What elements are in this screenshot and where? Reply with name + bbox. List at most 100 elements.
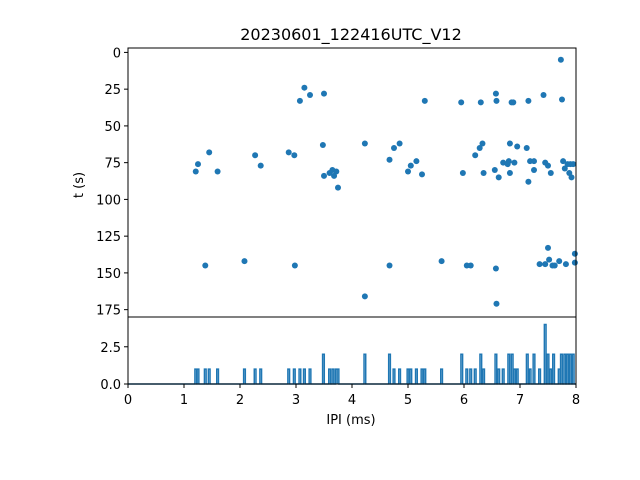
scatter-point	[241, 258, 248, 265]
scatter-point	[547, 169, 554, 176]
scatter-point	[492, 265, 499, 272]
y-axis-label: t (s)	[72, 172, 87, 198]
scatter-point	[391, 144, 397, 151]
scatter-frame	[127, 47, 577, 318]
scatter-point	[531, 167, 537, 174]
scatter-point	[214, 168, 221, 175]
y-tick-label: 0.0	[100, 378, 121, 393]
x-tick-label: 7	[516, 393, 524, 408]
scatter-point	[531, 158, 537, 165]
scatter-point	[514, 143, 521, 150]
y-tick-label: 0	[113, 46, 121, 61]
scatter-point	[536, 261, 543, 268]
scatter-point	[480, 169, 487, 176]
scatter-point	[285, 149, 292, 156]
scatter-point	[396, 140, 403, 147]
scatter-point	[192, 168, 199, 175]
scatter-point	[407, 162, 414, 169]
scatter-point	[495, 174, 502, 181]
x-axis-label: IPI (ms)	[326, 413, 375, 428]
scatter-point	[459, 169, 466, 176]
scatter-point	[307, 92, 313, 99]
x-tick-label: 5	[404, 393, 412, 408]
scatter-point	[472, 152, 479, 159]
scatter-point	[438, 258, 445, 265]
scatter-point	[206, 149, 213, 156]
scatter-point	[546, 256, 553, 263]
scatter-point	[361, 140, 368, 147]
histogram-line	[128, 323, 576, 385]
scatter-point	[568, 174, 575, 181]
scatter-point	[413, 158, 420, 165]
y-tick-label: 2.5	[100, 341, 121, 356]
x-tick-label: 8	[572, 393, 580, 408]
scatter-point	[542, 261, 549, 268]
scatter-point	[361, 293, 368, 300]
scatter-point	[545, 162, 551, 169]
scatter-point	[492, 90, 499, 97]
scatter-point	[202, 262, 209, 269]
scatter-point	[506, 169, 513, 176]
scatter-point	[571, 250, 578, 257]
scatter-point	[571, 259, 578, 266]
scatter-point	[525, 97, 532, 104]
scatter-point	[561, 165, 568, 172]
scatter-point	[458, 99, 465, 106]
scatter-point	[421, 97, 428, 104]
scatter-point	[559, 96, 565, 103]
scatter-point	[386, 262, 393, 269]
scatter-point	[467, 262, 474, 269]
y-tick-label: 100	[96, 193, 121, 208]
x-tick-label: 3	[292, 393, 300, 408]
scatter-point	[506, 140, 513, 147]
scatter-point	[540, 92, 547, 99]
scatter-point	[523, 144, 530, 151]
scatter-point	[560, 158, 567, 165]
y-tick-label: 50	[104, 120, 121, 135]
scatter-point	[296, 97, 303, 104]
scatter-point	[525, 178, 532, 185]
x-tick-label: 0	[124, 393, 132, 408]
x-tick-label: 2	[236, 393, 244, 408]
scatter-point	[545, 244, 551, 251]
scatter-point	[257, 162, 264, 169]
y-tick-label: 175	[96, 304, 121, 319]
scatter-point	[477, 99, 484, 106]
scatter-point	[511, 159, 518, 166]
scatter-point	[386, 156, 393, 163]
x-tick-label: 6	[460, 393, 468, 408]
scatter-axes: 0 25 50 75 100 125 150 175	[96, 46, 578, 319]
scatter-point	[301, 84, 308, 91]
scatter-point	[331, 172, 338, 179]
histogram-axes: 0.0 2.5 0 1 2 3 4 5 6 7 8	[100, 316, 580, 408]
x-tick-label: 1	[180, 393, 188, 408]
y-tick-label: 25	[104, 83, 121, 98]
scatter-point	[335, 184, 341, 191]
scatter-point	[291, 262, 298, 269]
scatter-point	[491, 167, 498, 174]
scatter-point	[195, 161, 201, 168]
histogram-frame	[127, 316, 577, 385]
scatter-point	[321, 172, 327, 179]
scatter-point	[551, 262, 558, 269]
scatter-point	[570, 161, 577, 168]
scatter-point	[333, 168, 340, 175]
scatter-point	[291, 152, 298, 159]
y-tick-label: 150	[96, 267, 121, 282]
scatter-point	[505, 158, 512, 165]
y-tick-label: 75	[104, 157, 121, 172]
scatter-point	[252, 152, 259, 159]
scatter-point	[321, 90, 327, 97]
scatter-point	[562, 261, 569, 268]
scatter-point	[556, 258, 563, 265]
scatter-point	[319, 142, 326, 149]
scatter-point	[493, 97, 500, 104]
scatter-point	[510, 99, 517, 106]
scatter-point	[493, 300, 500, 307]
scatter-point	[405, 168, 411, 175]
y-tick-label: 125	[96, 230, 121, 245]
scatter-point	[476, 144, 483, 151]
scatter-point	[479, 140, 486, 147]
scatter-point	[566, 169, 573, 176]
